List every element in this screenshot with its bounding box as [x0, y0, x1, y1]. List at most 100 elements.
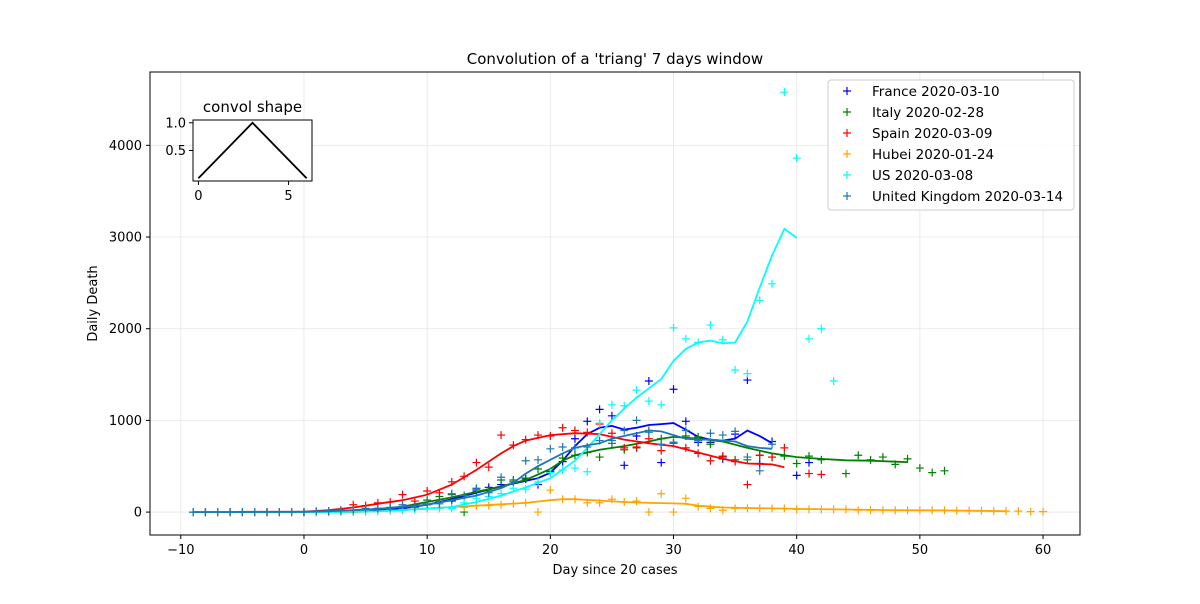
- data-point: [521, 485, 530, 494]
- inset-line: [197, 121, 308, 179]
- data-point: [1039, 507, 1048, 516]
- data-point: [965, 506, 974, 515]
- data-point: [780, 88, 789, 97]
- data-point: [706, 440, 715, 449]
- inset-y-tick-label: 0.5: [165, 144, 186, 159]
- x-tick-label: 0: [300, 543, 308, 558]
- data-point: [336, 506, 345, 515]
- data-point: [657, 440, 666, 449]
- data-point: [841, 505, 850, 514]
- data-point: [238, 508, 247, 517]
- legend-marker: [843, 171, 851, 179]
- legend-label: France 2020-03-10: [872, 84, 1000, 100]
- x-axis-label: Day since 20 cases: [552, 563, 677, 578]
- data-point: [583, 498, 592, 507]
- data-point: [583, 417, 592, 426]
- data-point: [891, 460, 900, 469]
- series-1: [189, 426, 949, 517]
- data-point: [546, 444, 555, 453]
- data-point: [866, 455, 875, 464]
- series-5: [189, 416, 777, 517]
- data-point: [607, 436, 616, 445]
- data-point: [669, 323, 678, 332]
- inset-chart: convol shape 0 5 0.5 1.0: [165, 98, 313, 204]
- data-point: [694, 449, 703, 458]
- data-point: [669, 385, 678, 394]
- data-point: [632, 386, 641, 395]
- data-point: [718, 452, 727, 461]
- legend-label: Spain 2020-03-09: [872, 126, 992, 142]
- y-tick-label: 3000: [109, 231, 142, 246]
- data-point: [558, 465, 567, 474]
- data-point: [349, 506, 358, 515]
- data-point: [805, 505, 814, 514]
- data-point: [595, 419, 604, 428]
- data-point: [189, 508, 198, 517]
- data-point: [768, 504, 777, 513]
- data-point: [669, 438, 678, 447]
- data-point: [952, 506, 961, 515]
- data-point: [620, 443, 629, 452]
- data-point: [805, 334, 814, 343]
- data-point: [423, 486, 432, 495]
- data-point: [731, 365, 740, 374]
- x-tick-label: 20: [542, 543, 559, 558]
- data-point: [940, 506, 949, 515]
- data-point: [903, 506, 912, 515]
- plot-frame: [149, 71, 1081, 536]
- data-point: [595, 436, 604, 445]
- data-point: [854, 451, 863, 460]
- data-point: [570, 434, 579, 443]
- data-point: [299, 508, 308, 517]
- data-point: [435, 488, 444, 497]
- legend: France 2020-03-10 Italy 2020-02-28 Spain 2…: [827, 79, 1075, 211]
- data-point: [755, 451, 764, 460]
- legend-label: United Kingdom 2020-03-14: [872, 189, 1063, 205]
- data-point: [607, 411, 616, 420]
- y-tick-label: 4000: [109, 139, 142, 154]
- data-point: [620, 497, 629, 506]
- data-point: [570, 495, 579, 504]
- data-point: [447, 477, 456, 486]
- data-point: [817, 324, 826, 333]
- data-point: [743, 453, 752, 462]
- legend-marker: [843, 150, 851, 158]
- data-point: [681, 426, 690, 435]
- data-point: [731, 457, 740, 466]
- data-point: [287, 508, 296, 517]
- data-point: [484, 488, 493, 497]
- data-point: [878, 453, 887, 462]
- y-axis-label: Daily Death: [86, 265, 101, 341]
- data-point: [275, 508, 284, 517]
- data-point: [694, 338, 703, 347]
- data-point: [755, 504, 764, 513]
- data-point: [792, 471, 801, 480]
- data-point: [731, 427, 740, 436]
- data-point: [460, 472, 469, 481]
- data-point: [718, 431, 727, 440]
- data-point: [546, 486, 555, 495]
- data-point: [583, 467, 592, 476]
- data-point: [607, 495, 616, 504]
- data-point: [398, 500, 407, 509]
- data-point: [854, 506, 863, 515]
- data-point: [657, 489, 666, 498]
- data-point: [903, 454, 912, 463]
- data-point: [694, 436, 703, 445]
- data-point: [558, 453, 567, 462]
- series-line: [193, 227, 798, 513]
- data-point: [312, 507, 321, 516]
- data-point: [891, 506, 900, 515]
- legend-marker: [843, 87, 851, 95]
- data-point: [460, 498, 469, 507]
- data-point: [829, 376, 838, 385]
- data-point: [435, 499, 444, 508]
- data-point: [509, 477, 518, 486]
- inset-title: convol shape: [203, 98, 302, 116]
- data-point: [755, 466, 764, 475]
- data-point: [977, 506, 986, 515]
- data-point: [546, 431, 555, 440]
- data-point: [226, 508, 235, 517]
- data-point: [681, 334, 690, 343]
